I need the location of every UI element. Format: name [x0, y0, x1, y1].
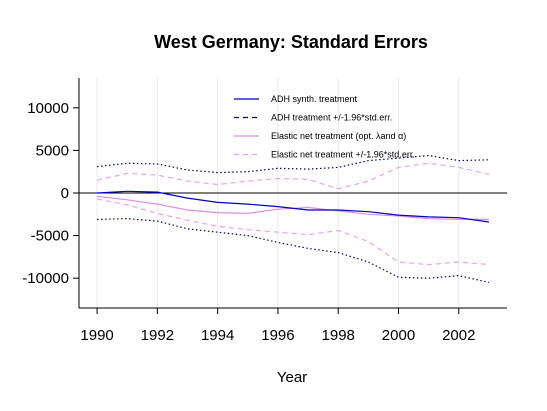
legend: ADH synth. treatment ADH treatment +/-1.9… [234, 94, 415, 160]
x-tick-label: 2002 [442, 327, 475, 344]
series-line-4 [96, 162, 490, 190]
legend-label: ADH treatment +/-1.96*std.err. [271, 113, 392, 123]
x-tick-label: 1990 [80, 327, 113, 344]
x-tick-label: 1996 [261, 327, 294, 344]
y-tick-label: 10000 [27, 100, 69, 117]
legend-label: ADH synth. treatment [271, 94, 358, 104]
legend-label: Elastic net treatment +/-1.96*std.err. [271, 150, 415, 160]
series-line-2 [97, 217, 490, 283]
series-line-0 [97, 190, 489, 223]
x-axis-title: Year [277, 369, 307, 386]
series-layer [79, 154, 507, 283]
y-tick-label: -10000 [22, 270, 69, 287]
x-tick-label: 1992 [141, 327, 174, 344]
axes-layer: 1990 1992 1994 1996 1998 2000 2002 10000 5000 0 -5… [22, 78, 507, 344]
x-tick-label: 1994 [201, 327, 234, 344]
legend-label: Elastic net treatment (opt. λand α) [271, 131, 406, 141]
y-tick-label: 0 [61, 185, 69, 202]
x-tick-label: 2000 [382, 327, 415, 344]
series-line-5 [96, 198, 489, 266]
x-tick-label: 1998 [322, 327, 355, 344]
y-tick-label: -5000 [31, 228, 69, 245]
chart-title: West Germany: Standard Errors [154, 32, 428, 52]
y-tick-label: 5000 [36, 142, 69, 159]
series-line-1 [97, 154, 489, 174]
